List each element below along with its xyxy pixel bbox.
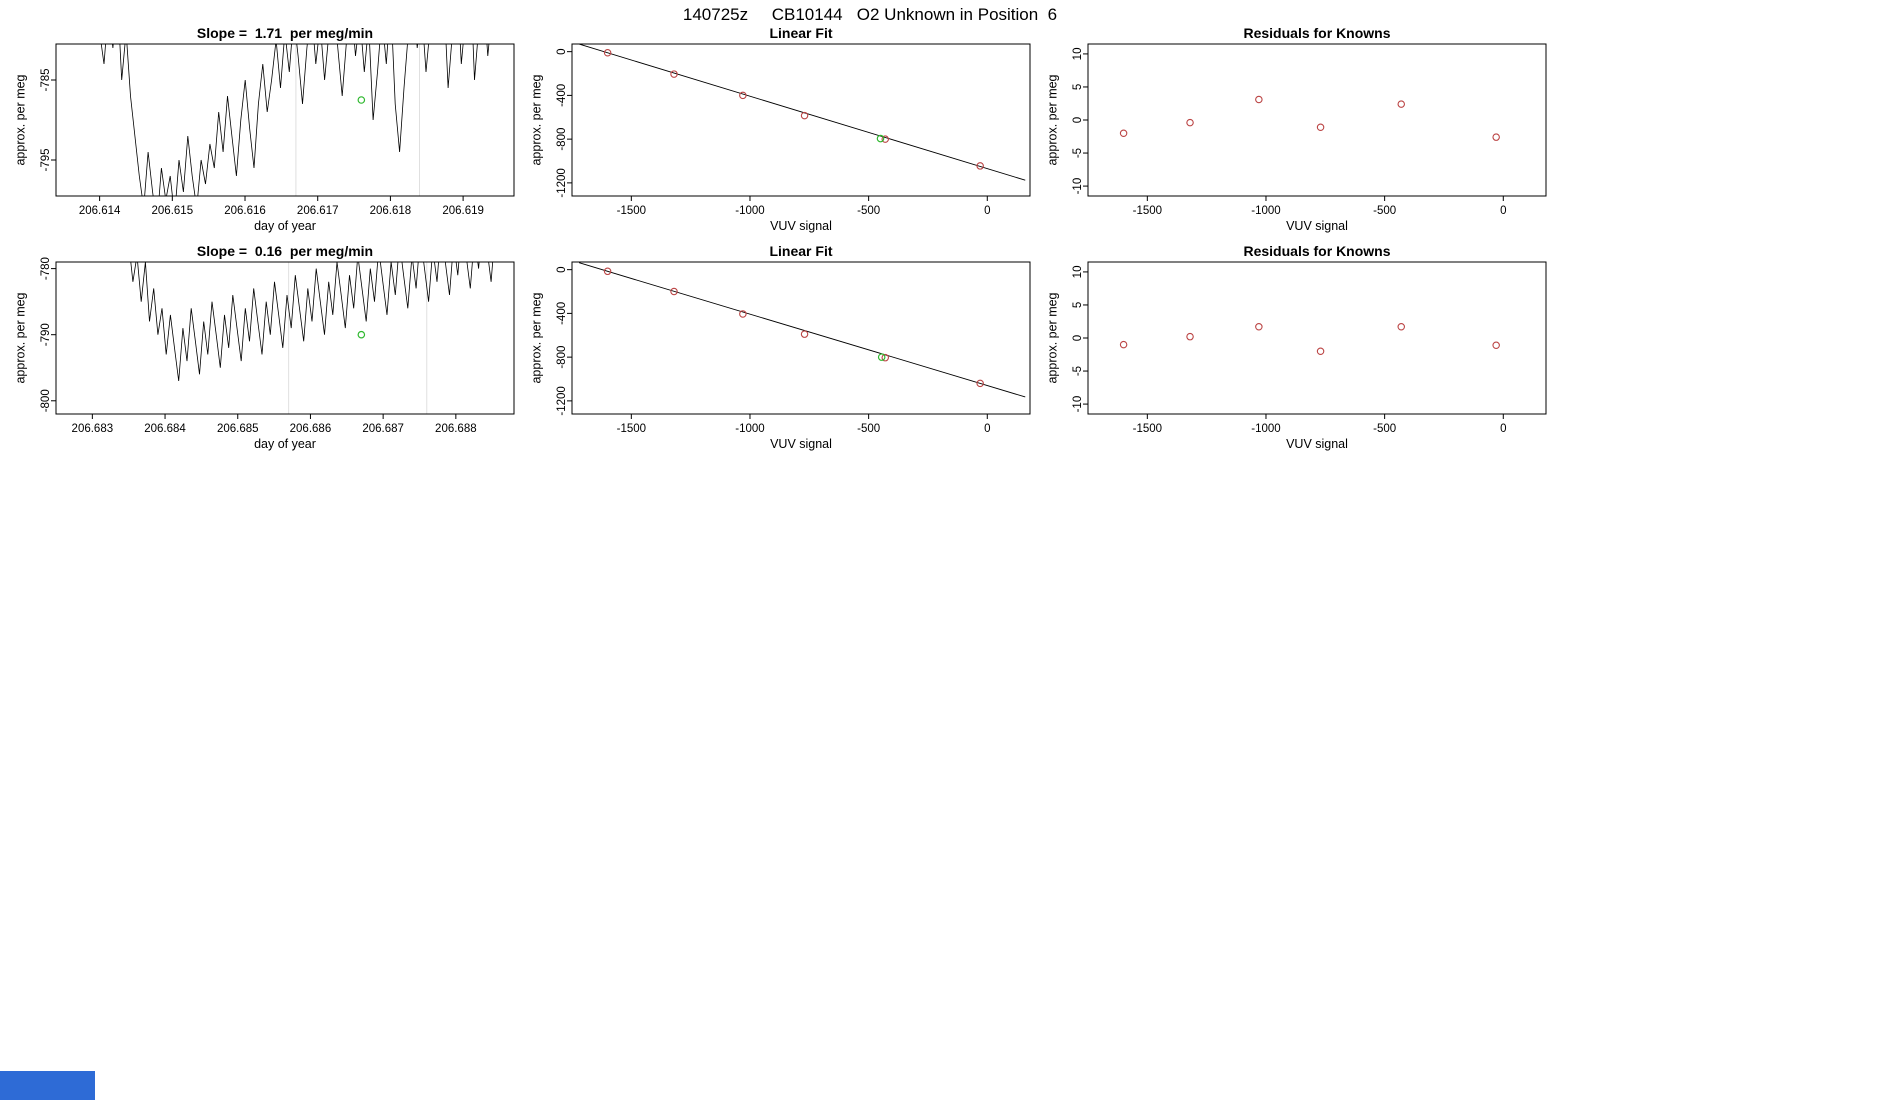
chart-linear-fit-top: -1500 -1000 -500 0 -1200 -800 -400 0 Linear Fit V… xyxy=(524,25,1040,244)
svg-text:206.686: 206.686 xyxy=(290,423,332,435)
svg-text:VUV signal: VUV signal xyxy=(1286,437,1348,451)
svg-text:-1500: -1500 xyxy=(1133,423,1162,435)
svg-text:5: 5 xyxy=(1072,302,1084,308)
svg-text:0: 0 xyxy=(1072,117,1084,123)
svg-text:Slope = 0.16 per meg/min: Slope = 0.16 per meg/min xyxy=(197,244,373,259)
svg-text:-500: -500 xyxy=(1373,423,1396,435)
svg-text:206.618: 206.618 xyxy=(370,205,412,217)
svg-text:-1200: -1200 xyxy=(556,168,568,197)
svg-text:-790: -790 xyxy=(40,323,52,346)
svg-text:-1000: -1000 xyxy=(1251,205,1280,217)
svg-text:206.615: 206.615 xyxy=(152,205,194,217)
chart-slope-bottom: 206.683 206.684 206.685 206.686 206.687 206.6… xyxy=(8,243,524,462)
svg-text:5: 5 xyxy=(1072,84,1084,90)
svg-text:10: 10 xyxy=(1072,48,1084,61)
svg-text:-10: -10 xyxy=(1072,396,1084,413)
svg-text:0: 0 xyxy=(1500,423,1506,435)
svg-text:day of year: day of year xyxy=(254,219,316,233)
svg-text:-1500: -1500 xyxy=(617,205,646,217)
svg-text:-500: -500 xyxy=(857,423,880,435)
svg-text:0: 0 xyxy=(1500,205,1506,217)
svg-text:-500: -500 xyxy=(1373,205,1396,217)
svg-text:206.687: 206.687 xyxy=(362,423,404,435)
svg-text:-800: -800 xyxy=(556,128,568,151)
svg-text:-400: -400 xyxy=(556,302,568,325)
svg-text:approx. per meg: approx. per meg xyxy=(1045,74,1059,165)
svg-text:-795: -795 xyxy=(40,148,52,171)
svg-text:0: 0 xyxy=(556,48,568,54)
svg-text:-400: -400 xyxy=(556,84,568,107)
chart-linear-fit-bottom: -1500 -1000 -500 0 -1200 -800 -400 0 Linear Fit V… xyxy=(524,243,1040,462)
svg-text:Residuals for Knowns: Residuals for Knowns xyxy=(1243,26,1390,41)
svg-text:-1000: -1000 xyxy=(735,205,764,217)
svg-text:10: 10 xyxy=(1072,266,1084,279)
svg-text:206.685: 206.685 xyxy=(217,423,259,435)
svg-text:-1000: -1000 xyxy=(735,423,764,435)
svg-text:206.684: 206.684 xyxy=(144,423,186,435)
svg-text:-10: -10 xyxy=(1072,178,1084,195)
svg-text:206.619: 206.619 xyxy=(442,205,484,217)
svg-text:Residuals for Knowns: Residuals for Knowns xyxy=(1243,244,1390,259)
svg-text:Linear Fit: Linear Fit xyxy=(769,244,832,259)
svg-text:day of year: day of year xyxy=(254,437,316,451)
svg-text:-1500: -1500 xyxy=(1133,205,1162,217)
svg-text:VUV signal: VUV signal xyxy=(770,219,832,233)
chart-residuals-top: -1500 -1000 -500 0 -10 -5 0 5 10 Residuals for Kn… xyxy=(1040,25,1556,244)
chart-residuals-bottom: -1500 -1000 -500 0 -10 -5 0 5 10 Residuals for Kn… xyxy=(1040,243,1556,462)
svg-text:206.683: 206.683 xyxy=(72,423,114,435)
svg-text:0: 0 xyxy=(1072,335,1084,341)
chart-slope-top: 206.614 206.615 206.616 206.617 206.618 206.6… xyxy=(8,25,524,244)
svg-text:approx. per meg: approx. per meg xyxy=(1045,292,1059,383)
svg-text:Linear Fit: Linear Fit xyxy=(769,26,832,41)
svg-text:-800: -800 xyxy=(556,346,568,369)
svg-text:206.617: 206.617 xyxy=(297,205,339,217)
svg-text:-1500: -1500 xyxy=(617,423,646,435)
svg-text:approx. per meg: approx. per meg xyxy=(13,292,27,383)
svg-text:-5: -5 xyxy=(1072,366,1084,376)
svg-text:-780: -780 xyxy=(40,257,52,280)
svg-text:VUV signal: VUV signal xyxy=(770,437,832,451)
svg-text:-5: -5 xyxy=(1072,148,1084,158)
svg-text:approx. per meg: approx. per meg xyxy=(529,74,543,165)
svg-text:206.616: 206.616 xyxy=(224,205,266,217)
svg-text:206.614: 206.614 xyxy=(79,205,121,217)
svg-text:0: 0 xyxy=(984,205,990,217)
svg-text:206.688: 206.688 xyxy=(435,423,477,435)
svg-text:0: 0 xyxy=(556,266,568,272)
svg-text:-785: -785 xyxy=(40,68,52,91)
figure-title: 140725z CB10144 O2 Unknown in Position 6 xyxy=(682,5,1058,24)
svg-text:0: 0 xyxy=(984,423,990,435)
svg-text:-1000: -1000 xyxy=(1251,423,1280,435)
svg-text:-800: -800 xyxy=(40,389,52,412)
svg-text:Slope = 1.71 per meg/min: Slope = 1.71 per meg/min xyxy=(197,26,373,41)
taskbar-fragment[interactable] xyxy=(0,1071,95,1100)
svg-text:approx. per meg: approx. per meg xyxy=(529,292,543,383)
svg-text:-1200: -1200 xyxy=(556,386,568,415)
svg-text:VUV signal: VUV signal xyxy=(1286,219,1348,233)
svg-text:-500: -500 xyxy=(857,205,880,217)
svg-text:approx. per meg: approx. per meg xyxy=(13,74,27,165)
